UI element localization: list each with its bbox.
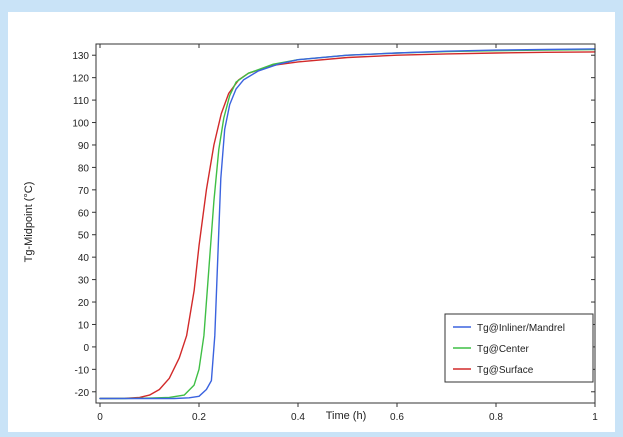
series-lines bbox=[99, 48, 596, 400]
y-tick-label: 0 bbox=[83, 343, 89, 354]
y-tick-label: 50 bbox=[78, 231, 90, 242]
y-tick-label: 110 bbox=[73, 96, 89, 107]
x-tick-label: 0.4 bbox=[291, 412, 305, 423]
plot-area-border bbox=[95, 43, 596, 404]
y-tick-label: 10 bbox=[78, 320, 90, 331]
y-tick-label: 80 bbox=[78, 163, 90, 174]
y-tick-label: 130 bbox=[72, 51, 89, 62]
x-axis-ticks: 0 0.2 0.4 0.6 0.8 1 bbox=[97, 44, 598, 423]
x-tick-label: 1 bbox=[592, 412, 598, 423]
y-tick-label: 20 bbox=[78, 298, 90, 309]
x-tick-label: 0.2 bbox=[192, 412, 206, 423]
series-line-2 bbox=[99, 51, 596, 400]
y-tick-label: 60 bbox=[78, 208, 90, 219]
y-axis-label: Tg-Midpoint (°C) bbox=[23, 182, 35, 263]
series-line-0 bbox=[99, 48, 596, 400]
x-tick-label: 0 bbox=[97, 412, 103, 423]
y-tick-label: -10 bbox=[75, 365, 90, 376]
y-tick-label: 120 bbox=[72, 74, 89, 85]
y-tick-label: 70 bbox=[78, 186, 90, 197]
y-tick-label: 30 bbox=[78, 276, 90, 287]
y-tick-label: 40 bbox=[78, 253, 90, 264]
legend-label: Tg@Center bbox=[477, 344, 530, 355]
y-tick-label: 100 bbox=[72, 119, 89, 130]
legend-label: Tg@Surface bbox=[477, 365, 534, 376]
legend-label: Tg@Inliner/Mandrel bbox=[477, 323, 565, 334]
x-axis-label: Time (h) bbox=[326, 410, 367, 422]
legend: Tg@Inliner/Mandrel Tg@Center Tg@Surface bbox=[444, 313, 594, 383]
y-tick-label: -20 bbox=[75, 388, 90, 399]
x-tick-label: 0.8 bbox=[489, 412, 503, 423]
y-tick-label: 90 bbox=[78, 141, 90, 152]
x-tick-label: 0.6 bbox=[390, 412, 404, 423]
